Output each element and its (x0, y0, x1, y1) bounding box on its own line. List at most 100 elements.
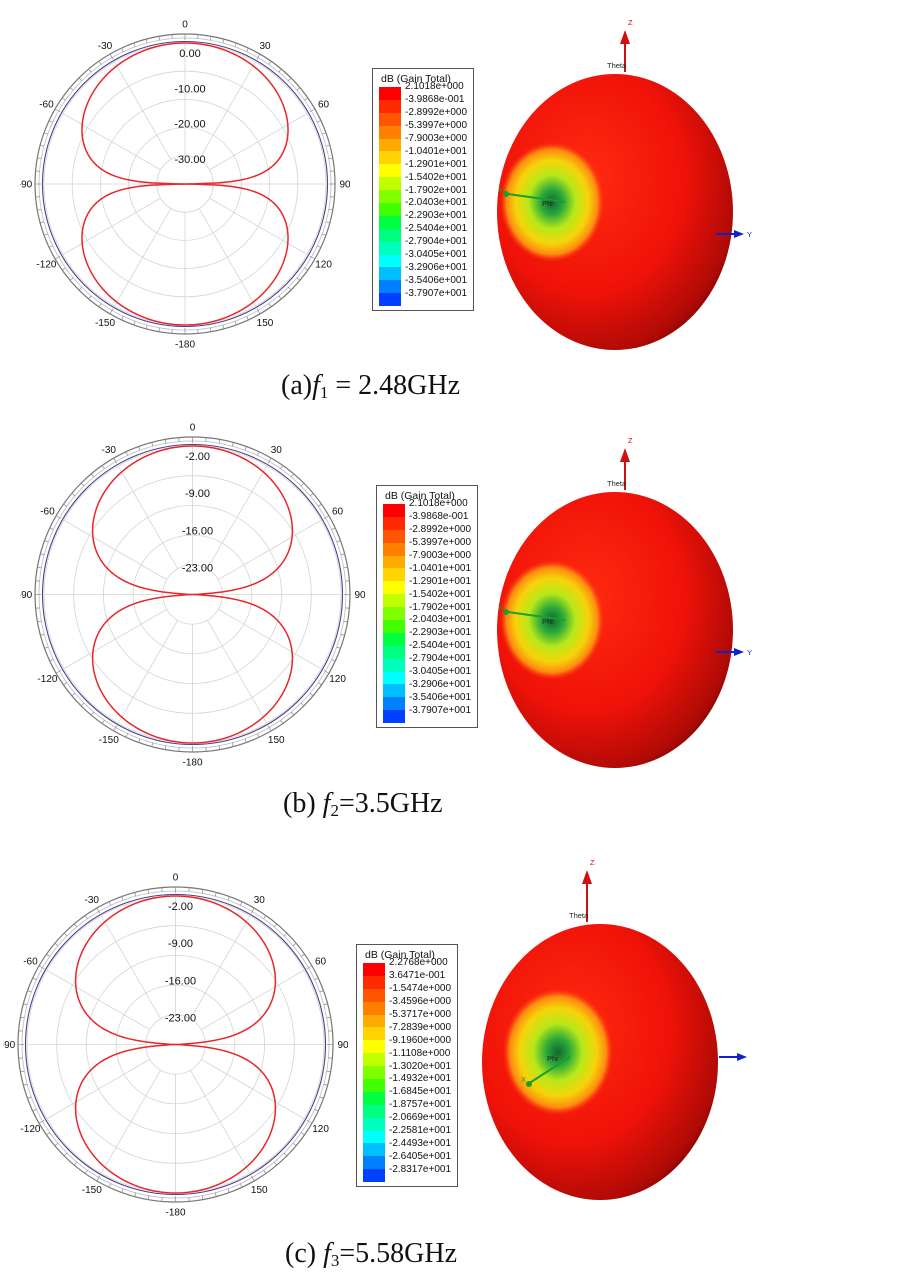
degree-tick (63, 503, 67, 507)
legend-value: -7.9003e+000 (409, 550, 472, 561)
degree-tick (317, 245, 322, 248)
grid-spoke (198, 208, 256, 307)
legend-swatch (363, 1053, 385, 1067)
caption-freq: =5.58GHz (339, 1238, 458, 1269)
legend-row: -2.8317e+001 (363, 1164, 451, 1183)
angle-tick-label: -90 (20, 590, 33, 601)
degree-tick (257, 451, 260, 456)
degree-tick (240, 1183, 243, 1188)
y-axis-label: Y (747, 230, 752, 239)
radial-tick-label: -23.00 (165, 1012, 196, 1024)
degree-tick (121, 896, 124, 901)
degree-tick (287, 286, 292, 291)
degree-tick (158, 36, 160, 41)
degree-tick (244, 446, 247, 451)
degree-tick (20, 1070, 25, 1073)
legend-value: -1.0401e+001 (405, 145, 468, 157)
degree-tick (268, 60, 272, 65)
angle-tick-label: -180 (175, 340, 195, 351)
degree-tick (304, 267, 309, 271)
degree-tick (301, 953, 305, 957)
legend-swatch (363, 1143, 385, 1157)
legend-value: 3.6471e-001 (389, 970, 446, 982)
legend-row: -3.0405e+001 (383, 667, 471, 685)
degree-tick (210, 36, 212, 41)
grid-spoke (46, 969, 150, 1030)
degree-tick (32, 1109, 37, 1112)
legend-swatch (383, 710, 405, 724)
grid-spoke (63, 609, 167, 670)
phi-label: Phi (547, 1054, 558, 1063)
degree-tick (309, 492, 314, 497)
legend-value: -1.3020e+001 (389, 1060, 452, 1072)
radial-tick-label: -16.00 (182, 525, 213, 537)
legend-value: -1.8757e+001 (389, 1099, 452, 1111)
legend-swatch (363, 1040, 385, 1054)
grid-spoke (209, 113, 308, 171)
legend-swatch (379, 254, 401, 268)
x-axis-label: X (498, 185, 503, 194)
grid-spoke (209, 197, 308, 255)
degree-tick (61, 267, 66, 271)
y-axis-arrow (737, 1053, 747, 1061)
degree-tick (40, 553, 45, 556)
degree-tick (84, 915, 88, 919)
grid-spoke (100, 915, 161, 1019)
degree-tick (218, 439, 221, 444)
legend-row: -2.2903e+001 (379, 211, 467, 229)
legend-value: -1.4932e+001 (389, 1073, 452, 1085)
degree-tick (309, 255, 316, 260)
degree-tick (49, 527, 54, 530)
degree-tick (314, 1109, 319, 1112)
degree-tick (304, 97, 309, 101)
legend-value: -3.0405e+001 (409, 666, 472, 678)
angle-tick-label: -60 (40, 506, 55, 517)
degree-tick (325, 144, 330, 147)
legend-swatch (383, 684, 405, 698)
legend-row: -1.1108e+000 (363, 1048, 451, 1067)
legend-row: -1.3020e+001 (363, 1061, 451, 1080)
degree-tick (32, 977, 37, 980)
angle-tick-label: -120 (36, 260, 56, 271)
angle-tick-label: -30 (85, 895, 100, 906)
degree-tick (214, 1192, 217, 1197)
x-axis-label: X (498, 603, 503, 612)
legend-value: 2.2768e+000 (389, 957, 448, 969)
degree-tick (109, 53, 114, 60)
phi-label: Phi (542, 199, 553, 208)
legend-swatch (379, 241, 401, 255)
angle-tick-label: -30 (102, 445, 117, 456)
degree-tick (37, 157, 42, 159)
angle-tick-label: 150 (251, 1185, 268, 1196)
legend-value: -1.2901e+001 (405, 158, 468, 170)
degree-tick (40, 633, 45, 636)
degree-tick (121, 1188, 124, 1193)
degree-tick (287, 77, 292, 82)
angle-tick-label: 120 (329, 674, 346, 685)
legend-swatch (363, 1130, 385, 1144)
legend-value: 2.1018e+000 (405, 81, 464, 93)
radial-tick-label: -20.00 (174, 119, 205, 131)
legend-title: dB (Gain Total) (385, 490, 455, 502)
degree-tick (343, 566, 348, 569)
degree-tick (108, 1183, 111, 1188)
legend-value: -1.7902e+001 (405, 184, 468, 196)
grid-spoke (63, 519, 167, 580)
legend-row: -3.5406e+001 (379, 275, 467, 294)
y-axis-label: Y (747, 648, 752, 657)
legend-value: -2.0669e+001 (389, 1112, 452, 1124)
grid-spoke (117, 620, 178, 724)
legend-swatch (383, 632, 405, 646)
degree-tick (63, 682, 67, 686)
legend-swatch (383, 645, 405, 659)
legend-swatch (383, 504, 405, 517)
legend-row: -1.5474e+000 (363, 984, 451, 1002)
legend-swatch (379, 267, 401, 281)
degree-tick (138, 738, 141, 743)
angle-tick-label: 150 (268, 735, 285, 746)
degree-tick (121, 316, 124, 321)
legend-value: -2.0403e+001 (405, 197, 468, 209)
legend-swatch (383, 542, 405, 556)
degree-tick (54, 1142, 59, 1147)
legend-value: -2.2581e+001 (389, 1125, 452, 1137)
